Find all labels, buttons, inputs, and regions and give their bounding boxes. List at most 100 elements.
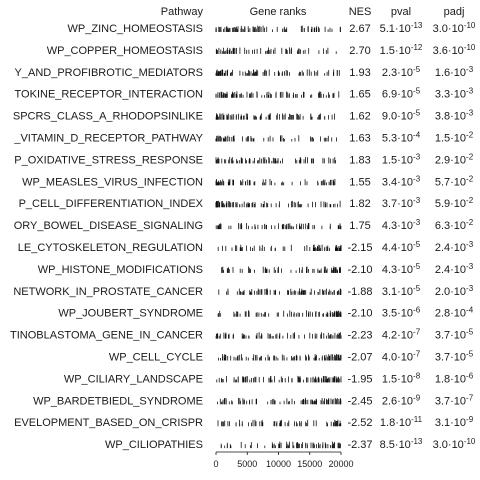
pval-value: 1.5·10-8 — [382, 371, 421, 385]
pathway-label: WP_BARDETBIEDL_SYNDROME — [33, 395, 203, 407]
nes-value: 1.62 — [349, 111, 370, 123]
pval-value: 4.3·10-3 — [382, 218, 421, 232]
pval-value: 1.5·10-12 — [380, 43, 423, 57]
padj-value: 3.8·10-3 — [435, 109, 474, 123]
pval-value: 3.7·10-3 — [382, 196, 421, 210]
padj-value: 1.8·10-6 — [435, 371, 474, 385]
gene-rank-barcode — [219, 354, 341, 361]
gene-rank-barcode — [216, 91, 339, 98]
axis-tick-label: 10000 — [266, 459, 291, 469]
nes-value: 1.83 — [349, 154, 370, 166]
table-row: P_CELL_DIFFERENTIATION_INDEX 1.82 3.7·10-3… — [19, 196, 474, 210]
nes-value: 1.65 — [349, 89, 370, 101]
nes-value: -2.10 — [347, 264, 372, 276]
nes-value: 1.63 — [349, 133, 370, 145]
table-row: NETWORK_IN_PROSTATE_CANCER -1.88 3.1·10-5 2… — [13, 284, 473, 298]
pathway-label: LE_CYTOSKELETON_REGULATION — [18, 242, 203, 254]
nes-value: -2.10 — [347, 308, 372, 320]
pval-value: 5.3·10-4 — [382, 131, 421, 145]
table-row: SPCRS_CLASS_A_RHODOPSINLIKE 1.62 9.0·10-5 3… — [13, 109, 474, 123]
nes-value: -2.45 — [347, 395, 372, 407]
nes-value: -1.88 — [347, 286, 372, 298]
column-header: Gene ranks — [250, 6, 307, 18]
table-row: WP_MEASLES_VIRUS_INFECTION 1.55 3.4·10-3 5.… — [22, 174, 474, 188]
table-row: EVELOPMENT_BASED_ON_CRISPR -2.52 1.8·10-11… — [14, 415, 474, 429]
gene-rank-barcode — [216, 201, 340, 207]
pval-value: 3.5·10-6 — [382, 306, 421, 320]
table-row: _VITAMIN_D_RECEPTOR_PATHWAY 1.63 5.3·10-4 1… — [13, 131, 473, 145]
gene-rank-barcode — [218, 420, 341, 427]
column-header: padj — [444, 6, 465, 18]
padj-value: 3.3·10-3 — [435, 87, 474, 101]
pval-value: 3.4·10-3 — [382, 174, 421, 188]
axis-tick-label: 5000 — [237, 459, 257, 469]
padj-value: 2.4·10-3 — [435, 240, 474, 254]
nes-value: -2.15 — [347, 242, 372, 254]
pval-value: 5.1·10-13 — [380, 21, 423, 35]
nes-value: -2.52 — [347, 417, 372, 429]
pval-value: 3.1·10-5 — [382, 284, 421, 298]
table-row: WP_BARDETBIEDL_SYNDROME -2.45 2.6·10-9 3.7·… — [33, 393, 474, 407]
pathway-label: ORY_BOWEL_DISEASE_SIGNALING — [14, 220, 203, 232]
table-row: TINOBLASTOMA_GENE_IN_CANCER -2.23 4.2·10-7… — [10, 328, 474, 342]
column-header: pval — [391, 6, 411, 18]
table-row: WP_CILIARY_LANDSCAPE -1.95 1.5·10-8 1.8·10-… — [64, 371, 474, 385]
pathway-label: WP_MEASLES_VIRUS_INFECTION — [22, 176, 203, 188]
gene-rank-barcode — [217, 376, 341, 383]
table-row: WP_HISTONE_MODIFICATIONS -2.10 4.3·10-5 2.4… — [38, 262, 474, 276]
table-row: WP_JOUBERT_SYNDROME -2.10 3.5·10-6 2.8·10-4 — [58, 306, 473, 320]
nes-value: -1.95 — [347, 373, 372, 385]
pathway-label: WP_CILIOPATHIES — [105, 439, 203, 451]
padj-value: 2.0·10-3 — [435, 284, 474, 298]
table-row: WP_CILIOPATHIES -2.37 8.5·10-13 3.0·10-10 — [105, 437, 476, 451]
pval-value: 6.9·10-5 — [382, 87, 421, 101]
nes-value: 1.55 — [349, 176, 370, 188]
padj-value: 1.6·10-3 — [435, 65, 474, 79]
pathway-label: EVELOPMENT_BASED_ON_CRISPR — [14, 417, 203, 429]
padj-value: 2.4·10-3 — [435, 262, 474, 276]
pathway-label: WP_JOUBERT_SYNDROME — [58, 308, 203, 320]
nes-value: -2.07 — [347, 352, 372, 364]
padj-value: 2.8·10-4 — [435, 306, 474, 320]
pval-value: 2.6·10-9 — [382, 393, 421, 407]
gene-rank-barcode — [216, 26, 341, 33]
pval-value: 4.2·10-7 — [382, 328, 421, 342]
nes-value: 1.82 — [349, 198, 370, 210]
table-rows: WP_ZINC_HOMEOSTASIS 2.67 5.1·10-13 3.0·10-1… — [10, 21, 476, 451]
gene-rank-barcode — [218, 310, 341, 317]
gene-rank-barcode — [216, 332, 341, 338]
pathway-label: NETWORK_IN_PROSTATE_CANCER — [13, 286, 203, 298]
gene-rank-barcode — [216, 47, 336, 54]
pathway-label: WP_ZINC_HOMEOSTASIS — [68, 23, 203, 35]
pval-value: 8.5·10-13 — [380, 437, 423, 451]
padj-value: 6.3·10-2 — [435, 218, 474, 232]
padj-value: 3.0·10-10 — [433, 437, 476, 451]
table-row: WP_ZINC_HOMEOSTASIS 2.67 5.1·10-13 3.0·10-1… — [68, 21, 476, 35]
pathway-label: _VITAMIN_D_RECEPTOR_PATHWAY — [13, 133, 203, 145]
gene-rank-barcode — [222, 266, 341, 273]
padj-value: 3.6·10-10 — [433, 43, 476, 57]
pathway-label: TINOBLASTOMA_GENE_IN_CANCER — [10, 330, 203, 342]
pval-value: 4.0·10-7 — [382, 350, 421, 364]
column-header: NES — [349, 6, 372, 18]
table-row: Y_AND_PROFIBROTIC_MEDIATORS 1.93 2.3·10-5 1… — [15, 65, 474, 79]
axis-tick-label: 0 — [213, 459, 218, 469]
gene-rank-barcode — [216, 113, 334, 119]
gene-rank-axis: 0 5000 10000 15000 20000 — [213, 452, 353, 469]
pathway-label: SPCRS_CLASS_A_RHODOPSINLIKE — [13, 111, 203, 123]
pval-value: 4.3·10-5 — [382, 262, 421, 276]
table-row: WP_CELL_CYCLE -2.07 4.0·10-7 3.7·10-5 — [109, 350, 474, 364]
pval-value: 1.8·10-11 — [380, 415, 423, 429]
nes-value: -2.37 — [347, 439, 372, 451]
pathway-label: WP_CILIARY_LANDSCAPE — [64, 373, 203, 385]
gene-rank-barcode — [219, 288, 341, 294]
nes-value: 1.93 — [349, 67, 370, 79]
pathway-label: P_OXIDATIVE_STRESS_RESPONSE — [14, 154, 203, 166]
padj-value: 5.7·10-2 — [435, 174, 474, 188]
pathway-label: Y_AND_PROFIBROTIC_MEDIATORS — [15, 67, 203, 79]
table-row: WP_COPPER_HOMEOSTASIS 2.70 1.5·10-12 3.6·10… — [47, 43, 476, 57]
pathway-label: TOKINE_RECEPTOR_INTERACTION — [15, 89, 204, 101]
nes-value: 1.75 — [349, 220, 370, 232]
gene-rank-barcode — [216, 69, 339, 76]
nes-value: 2.67 — [349, 23, 370, 35]
